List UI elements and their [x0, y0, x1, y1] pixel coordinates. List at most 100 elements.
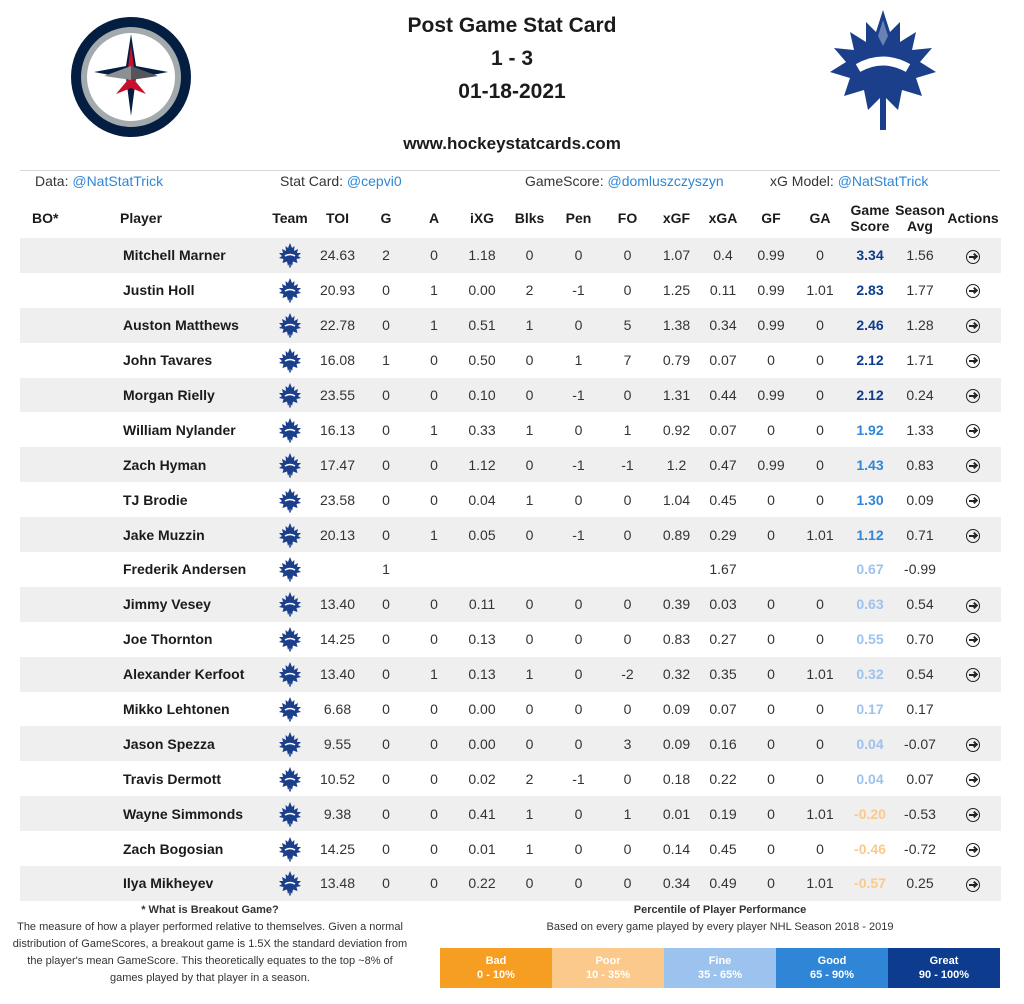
table-row: Morgan Rielly 23.55 0 0 0.10 0 -1 0 1.31 0.44 0.99… [20, 377, 1001, 413]
cell-player[interactable]: Alexander Kerfoot [70, 656, 270, 692]
cell-player[interactable]: Ilya Mikheyev [70, 866, 270, 901]
cell-blks: 0 [503, 377, 556, 413]
cell-actions [945, 482, 1001, 517]
cell-xga: 0.03 [699, 586, 747, 622]
cell-player[interactable]: Jimmy Vesey [70, 586, 270, 622]
table-row: Mitchell Marner 24.63 2 0 1.18 0 0 0 1.07 0.4 0.99… [20, 238, 1001, 273]
cell-g: 0 [382, 282, 390, 299]
arrow-circle-right-icon[interactable] [966, 319, 980, 334]
cell-player[interactable]: Frederik Andersen [123, 561, 247, 578]
website-url[interactable]: www.hockeystatcards.com [403, 134, 621, 153]
cell-season-avg: -0.99 [904, 561, 936, 578]
credit-data-link[interactable]: @NatStatTrick [72, 173, 164, 189]
cell-actions [945, 586, 1001, 622]
legend-label: Fine [708, 955, 732, 967]
arrow-circle-right-icon[interactable] [966, 772, 980, 787]
arrow-circle-right-icon[interactable] [966, 284, 980, 299]
table-row: Zach Hyman 17.47 0 0 1.12 0 -1 -1 1.2 0.47 0.99 0 1.… [20, 447, 1001, 483]
arrow-circle-right-icon[interactable] [966, 249, 980, 264]
cell-xga: 0.44 [699, 377, 747, 413]
cell-ga: 1.01 [795, 866, 845, 901]
arrow-circle-right-icon[interactable] [966, 354, 980, 369]
arrow-circle-right-icon[interactable] [966, 842, 980, 857]
cell-blks: 2 [525, 282, 534, 299]
cell-fo: 1 [623, 421, 632, 438]
credit-xg-link[interactable]: @NatStatTrick [837, 173, 929, 189]
maple-leafs-team-icon [278, 312, 302, 338]
cell-player[interactable]: Joe Thornton [123, 631, 213, 648]
arrow-circle-right-icon[interactable] [966, 598, 980, 613]
arrow-circle-right-icon[interactable] [966, 807, 980, 822]
credit-data: Data: @NatStatTrick [35, 173, 163, 189]
col-player: Player [120, 210, 163, 226]
cell-season-avg: 1.71 [906, 352, 934, 369]
cell-ga: 0 [795, 377, 845, 413]
arrow-circle-right-icon[interactable] [966, 424, 980, 439]
col-a: A [428, 210, 440, 226]
cell-player[interactable]: Auston Matthews [70, 307, 270, 343]
credit-gamescore: GameScore: @domluszczyszyn [525, 173, 724, 189]
arrow-circle-right-icon[interactable] [966, 738, 980, 753]
cell-player[interactable]: Mitchell Marner [70, 238, 270, 273]
cell-player[interactable]: Jason Spezza [70, 726, 270, 762]
credit-card-link[interactable]: @cepvi0 [346, 173, 402, 189]
cell-season-avg: -0.72 [904, 840, 936, 857]
cell-gamescore: 1.43 [845, 447, 895, 483]
cell-xga: 0.4 [699, 238, 747, 273]
divider [20, 170, 1000, 171]
cell-g: 0 [382, 491, 390, 508]
maple-leafs-team-icon [278, 661, 302, 687]
player-stats-table: BO* Player Team TOI G A iXG Blks Pen FO … [20, 198, 1001, 901]
cell-team [270, 726, 310, 762]
arrow-circle-right-icon[interactable] [966, 528, 980, 543]
cell-a [407, 552, 461, 587]
table-row: Zach Bogosian 14.25 0 0 0.01 1 0 0 0.14 0.45 0 0 -0.… [20, 831, 1001, 866]
col-gamescore-line2: Score [850, 218, 890, 234]
cell-player[interactable]: Morgan Rielly [70, 377, 270, 413]
cell-ga: 1.01 [795, 517, 845, 553]
cell-toi: 9.55 [310, 726, 365, 762]
cell-fo: 0 [601, 866, 654, 901]
cell-ixg: 0.04 [468, 491, 496, 508]
col-toi: TOI [325, 210, 350, 226]
cell-player[interactable]: TJ Brodie [123, 491, 188, 508]
cell-player[interactable]: Mikko Lehtonen [123, 701, 230, 718]
cell-ga: 0 [795, 447, 845, 483]
table-row: Joe Thornton 14.25 0 0 0.13 0 0 0 0.83 0.27 0 0 0.55… [20, 622, 1001, 657]
cell-team [270, 656, 310, 692]
arrow-circle-right-icon[interactable] [966, 877, 980, 892]
col-xgf: xGF [662, 210, 691, 226]
cell-actions [945, 238, 1001, 273]
cell-actions [945, 866, 1001, 901]
arrow-circle-right-icon[interactable] [966, 389, 980, 404]
cell-ixg: 0.10 [461, 377, 503, 413]
cell-player[interactable]: William Nylander [123, 421, 236, 438]
arrow-circle-right-icon[interactable] [966, 668, 980, 683]
cell-pen: 0 [574, 840, 583, 857]
percentile-legend: Bad 0 - 10% Poor 10 - 35% Fine 35 - 65% Good 65… [440, 948, 1000, 988]
cell-gamescore: 2.46 [845, 307, 895, 343]
cell-ixg: 0.11 [461, 586, 503, 622]
cell-xga: 0.49 [699, 866, 747, 901]
cell-gamescore: 0.04 [856, 770, 884, 787]
cell-player[interactable]: John Tavares [123, 352, 213, 369]
cell-season-avg: 0.09 [906, 491, 934, 508]
maple-leafs-team-icon [278, 731, 302, 757]
arrow-circle-right-icon[interactable] [966, 458, 980, 473]
cell-player[interactable]: Travis Dermott [123, 770, 222, 787]
credit-gamescore-link[interactable]: @domluszczyszyn [607, 173, 724, 189]
arrow-circle-right-icon[interactable] [966, 633, 980, 648]
table-row: William Nylander 16.13 0 1 0.33 1 0 1 0.92 0.07 0 0… [20, 412, 1001, 447]
cell-actions [945, 656, 1001, 692]
cell-player[interactable]: Wayne Simmonds [70, 796, 270, 832]
cell-player[interactable]: Justin Holl [123, 282, 195, 299]
arrow-circle-right-icon[interactable] [966, 493, 980, 508]
cell-player[interactable]: Jake Muzzin [70, 517, 270, 553]
cell-xga: 0.34 [699, 307, 747, 343]
cell-player[interactable]: Zach Hyman [70, 447, 270, 483]
cell-blks: 0 [525, 701, 534, 718]
cell-ga: 0 [795, 238, 845, 273]
cell-player[interactable]: Zach Bogosian [123, 840, 224, 857]
cell-gamescore: 1.92 [856, 421, 884, 438]
cell-gamescore: 1.12 [845, 517, 895, 553]
